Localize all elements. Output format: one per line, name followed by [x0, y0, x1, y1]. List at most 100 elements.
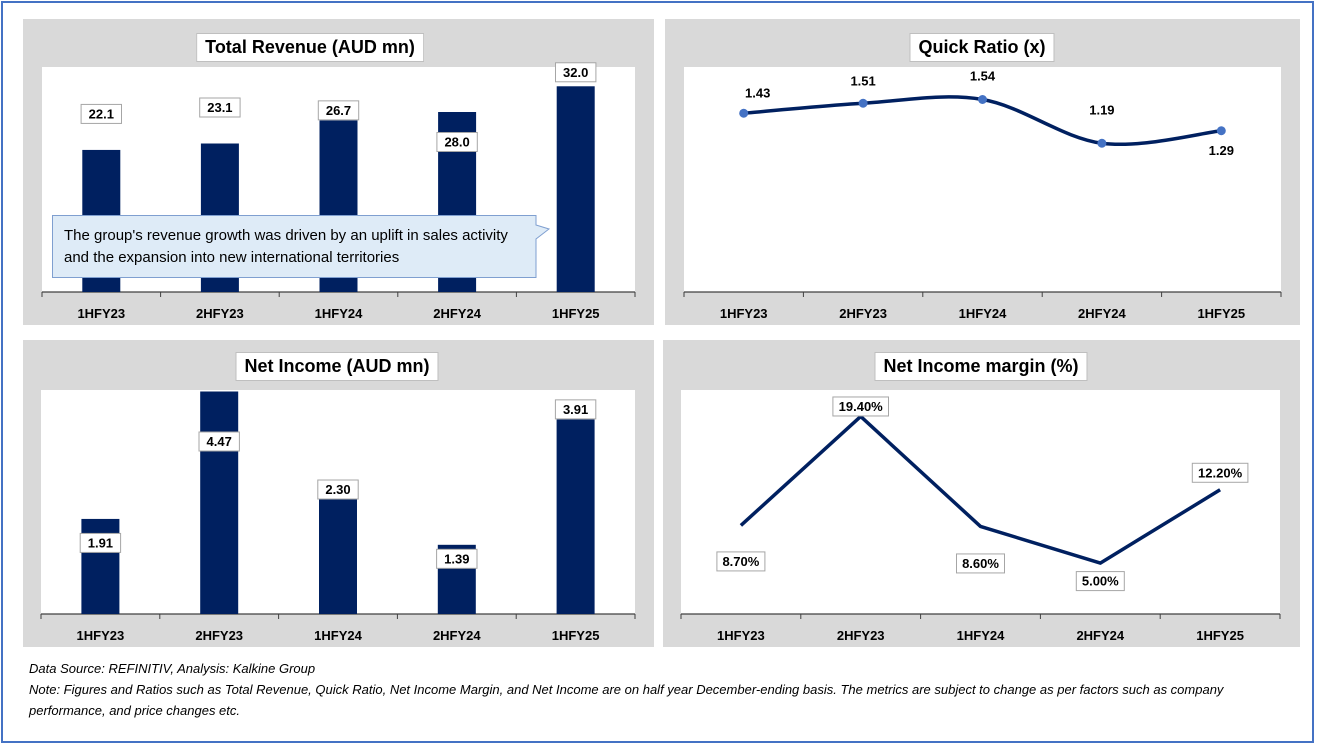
point-value-label: 1.43: [745, 85, 770, 100]
bar-value-label: 4.47: [198, 431, 240, 452]
bar-value-label: 23.1: [199, 97, 241, 118]
quick-ratio-chart: 1HFY23 2HFY23 1HFY24 2HFY24 1HFY25 1.43 1.51 1.…: [683, 67, 1282, 321]
data-label: 19.40%: [839, 399, 884, 414]
chart-title: Net Income (AUD mn): [235, 352, 439, 381]
data-source-text: Data Source: REFINITIV, Analysis: Kalkin…: [29, 661, 316, 676]
data-label-box: [317, 100, 360, 121]
series-marker: [858, 98, 868, 108]
chart-panel-net-income-margin: 1HFY23 2HFY23 1HFY24 2HFY24 1HFY25 8.70% 19.40…: [663, 340, 1300, 647]
point-value-label: 1.54: [970, 69, 996, 84]
bar: [200, 391, 239, 614]
bar: [319, 499, 357, 614]
x-tick-label: 2HFY24: [433, 628, 481, 643]
x-tick-label: 1HFY23: [77, 306, 125, 321]
data-label: 4.47: [207, 434, 232, 449]
chart-panel-net-income: 1HFY23 2HFY23 1HFY24 2HFY24 1HFY25 1.91 4.47 2.…: [23, 340, 654, 647]
data-label: 23.1: [207, 100, 232, 115]
data-label-box: [832, 396, 889, 417]
net-income-margin-chart: 1HFY23 2HFY23 1HFY24 2HFY24 1HFY25 8.70% 19.40…: [680, 390, 1281, 643]
series-marker: [1216, 126, 1226, 136]
data-label: 2.30: [325, 482, 350, 497]
data-label-box: [79, 532, 122, 553]
chart-title: Quick Ratio (x): [909, 33, 1055, 62]
bar-value-label: 28.0: [436, 132, 478, 152]
data-label-box: [555, 62, 597, 83]
callout-shape: [52, 215, 551, 278]
point-value-label: 5.00%: [1075, 571, 1125, 592]
x-tick-label: 2HFY24: [1076, 628, 1124, 643]
data-label-box: [956, 553, 1005, 574]
chart-panel-quick-ratio: 1HFY23 2HFY23 1HFY24 2HFY24 1HFY25 1.43 1.51 1.…: [665, 19, 1300, 325]
point-value-label: 1.19: [1089, 102, 1114, 117]
x-tick-label: 2HFY23: [839, 306, 887, 321]
data-label: 3.91: [563, 402, 588, 417]
data-label-box: [317, 479, 359, 500]
footer: Data Source: REFINITIV, Analysis: Kalkin…: [29, 658, 1299, 721]
bar-value-label: 2.30: [317, 479, 359, 500]
point-value-label: 8.60%: [956, 553, 1005, 574]
series-marker: [739, 108, 749, 118]
callout-text: The group's revenue growth was driven by…: [64, 227, 508, 266]
x-tick-label: 1HFY25: [1196, 628, 1244, 643]
total-revenue-chart: 1HFY23 2HFY23 1HFY24 2HFY24 1HFY25 22.1 23.1 26…: [41, 62, 636, 321]
data-label: 12.20%: [1198, 465, 1243, 480]
revenue-annotation-callout: The group's revenue growth was driven by…: [52, 215, 551, 278]
data-label-box: [554, 399, 597, 420]
chart-panel-total-revenue: 1HFY23 2HFY23 1HFY24 2HFY24 1HFY25 22.1 23.1 26…: [23, 19, 654, 325]
data-label-box: [436, 132, 478, 152]
point-value-label: 1.29: [1209, 143, 1234, 158]
x-tick-label: 1HFY25: [552, 628, 600, 643]
x-tick-label: 2HFY23: [196, 306, 244, 321]
x-tick-label: 1HFY24: [314, 628, 362, 643]
data-label: 32.0: [563, 65, 588, 80]
series-marker: [1097, 138, 1107, 148]
data-label: 1.91: [88, 535, 113, 550]
x-tick-label: 1HFY23: [717, 628, 765, 643]
point-value-label: 8.70%: [716, 551, 766, 572]
data-label: 28.0: [444, 135, 469, 150]
chart-title: Net Income margin (%): [874, 352, 1088, 381]
plot-area: [681, 390, 1280, 614]
point-value-label: 19.40%: [832, 396, 889, 417]
data-label: 8.60%: [962, 556, 999, 571]
x-tick-label: 2HFY23: [837, 628, 885, 643]
x-tick-label: 1HFY23: [720, 306, 768, 321]
chart-title: Total Revenue (AUD mn): [196, 33, 424, 62]
data-label-box: [198, 431, 240, 452]
bar-value-label: 26.7: [317, 100, 360, 121]
plot-area: [684, 67, 1281, 292]
data-label-box: [80, 103, 122, 124]
net-income-chart: 1HFY23 2HFY23 1HFY24 2HFY24 1HFY25 1.91 4.47 2.…: [40, 390, 636, 643]
x-tick-label: 2HFY24: [1078, 306, 1126, 321]
series-line: [739, 414, 1222, 565]
x-tick-label: 1HFY25: [552, 306, 600, 321]
bar-value-label: 22.1: [80, 103, 122, 124]
x-tick-label: 1HFY24: [959, 306, 1007, 321]
x-tick-label: 1HFY24: [315, 306, 363, 321]
data-label: 22.1: [89, 106, 114, 121]
bar: [556, 419, 595, 614]
bar-value-label: 1.91: [79, 532, 122, 553]
data-label-box: [1191, 462, 1249, 483]
data-label: 8.70%: [722, 554, 759, 569]
data-label-box: [1075, 571, 1125, 592]
bar-value-label: 3.91: [554, 399, 597, 420]
data-label: 5.00%: [1082, 574, 1119, 589]
bar-value-label: 1.39: [436, 548, 478, 569]
x-tick-label: 1HFY23: [77, 628, 125, 643]
point-value-label: 1.51: [850, 73, 875, 88]
data-label: 26.7: [326, 103, 351, 118]
data-label-box: [436, 548, 478, 569]
x-tick-label: 1HFY25: [1197, 306, 1245, 321]
x-tick-label: 1HFY24: [957, 628, 1005, 643]
x-tick-label: 2HFY24: [433, 306, 481, 321]
series-marker: [978, 95, 987, 104]
bar-value-label: 32.0: [555, 62, 597, 83]
data-label-box: [716, 551, 766, 572]
data-label-box: [199, 97, 241, 118]
note-text: Note: Figures and Ratios such as Total R…: [29, 682, 1224, 718]
x-tick-label: 2HFY23: [195, 628, 243, 643]
data-label: 1.39: [444, 551, 469, 566]
point-value-label: 12.20%: [1191, 462, 1249, 483]
bar: [556, 86, 595, 293]
